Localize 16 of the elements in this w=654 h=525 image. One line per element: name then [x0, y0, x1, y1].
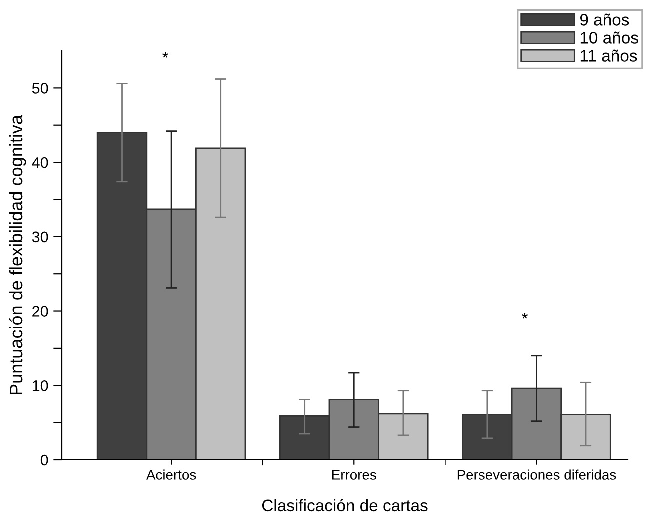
- y-tick-label: 50: [32, 83, 48, 94]
- x-tick-label: Errores: [332, 470, 376, 480]
- legend-label: 11 años: [580, 50, 638, 62]
- legend-label: 10 años: [580, 32, 638, 44]
- annotation: *: [162, 52, 169, 58]
- x-tick-label: Perseveraciones diferidas: [458, 470, 616, 480]
- x-tick-label: Aciertos: [146, 470, 196, 480]
- y-tick-label: 0: [40, 454, 48, 466]
- y-tick-label: 30: [32, 232, 48, 243]
- y-tick-label: 20: [32, 306, 48, 317]
- y-tick-label: 10: [32, 380, 48, 392]
- y-axis-title: Puntuación de flexibilidad cognitiva: [9, 114, 26, 395]
- x-axis-title: Clasificación de cartas: [262, 499, 428, 512]
- legend-label: 9 años: [580, 14, 630, 26]
- y-tick-label: 40: [32, 157, 48, 168]
- annotation: *: [522, 312, 528, 319]
